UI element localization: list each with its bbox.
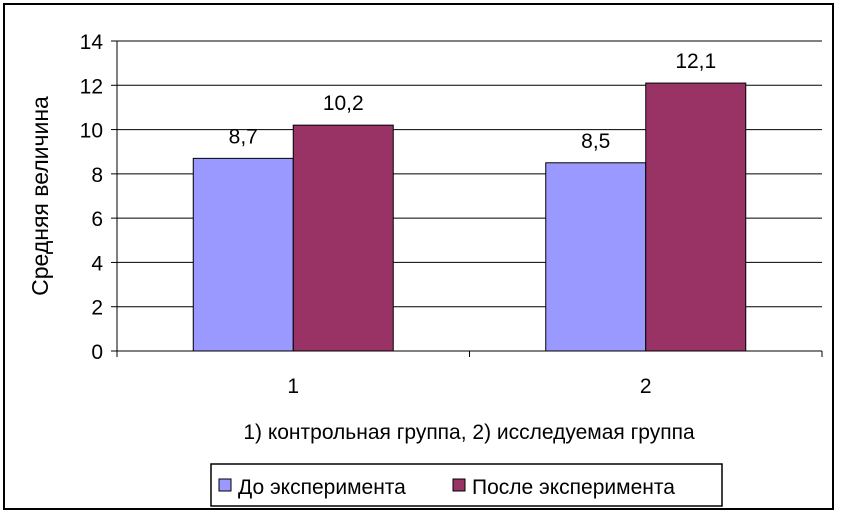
x-axis-title: 1) контрольная группа, 2) исследуемая гр… <box>243 421 695 444</box>
data-label: 12,1 <box>675 50 716 73</box>
data-label: 8,7 <box>229 125 258 148</box>
legend: До эксперимента После эксперимента <box>210 463 723 507</box>
y-tick-label: 12 <box>80 75 103 98</box>
legend-swatch-before <box>218 478 232 492</box>
data-label: 10,2 <box>323 92 364 115</box>
bar-after-1 <box>292 124 394 352</box>
y-tick-label: 8 <box>91 164 103 187</box>
legend-swatch-after <box>452 478 466 492</box>
x-tick-label: 1 <box>287 375 299 398</box>
y-tick-label: 10 <box>80 120 103 143</box>
bar-before-1 <box>192 157 294 352</box>
bar-after-2 <box>645 82 747 352</box>
y-tick-label: 4 <box>91 252 103 275</box>
legend-label-after: После эксперимента <box>472 476 675 499</box>
y-tick-label: 0 <box>91 341 103 364</box>
bar-before-2 <box>545 162 647 352</box>
bars <box>192 82 747 352</box>
y-tick-label: 2 <box>91 297 103 320</box>
legend-label-before: До эксперимента <box>238 476 406 499</box>
axes <box>111 40 823 357</box>
y-tick-label: 6 <box>91 208 103 231</box>
data-label: 8,5 <box>581 130 610 153</box>
y-axis-title: Средняя величина <box>27 96 53 296</box>
labels: 0 2 4 6 8 10 12 14 8,7 10,2 1 8,5 12,1 2 <box>80 31 717 398</box>
legend-box <box>210 463 723 507</box>
y-tick-label: 14 <box>80 31 104 54</box>
x-tick-label: 2 <box>640 375 652 398</box>
